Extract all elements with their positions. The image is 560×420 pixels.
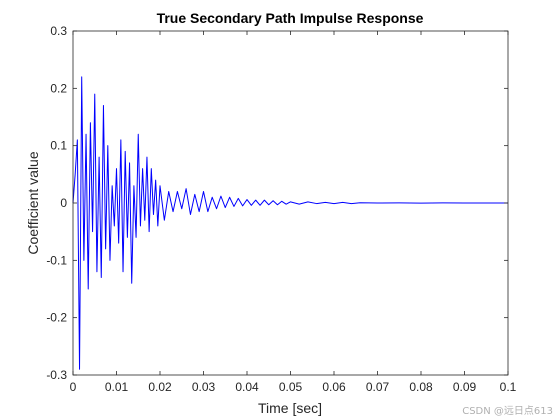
y-axis-label: Coefficient value	[25, 151, 41, 254]
y-tick-label: 0.1	[50, 139, 67, 153]
x-tick-label: 0.03	[192, 380, 216, 394]
y-tick-label: 0	[60, 196, 67, 210]
y-tick-label: -0.2	[46, 311, 67, 325]
x-axis-label: Time [sec]	[258, 400, 322, 416]
series-layer	[72, 76, 508, 370]
x-tick-label: 0.08	[409, 380, 433, 394]
x-axis-ticks: 0 0.01 0.02 0.03 0.04 0.05 0.06 0.07 0.08 0.09 0.1	[70, 31, 517, 394]
x-tick-label: 0.04	[235, 380, 259, 394]
x-tick-label: 0.1	[500, 380, 517, 394]
x-tick-label: 0.07	[366, 380, 390, 394]
x-tick-label: 0.02	[148, 380, 172, 394]
x-tick-label: 0.01	[105, 380, 129, 394]
x-tick-label: 0	[70, 380, 77, 394]
y-tick-label: -0.3	[46, 368, 67, 382]
chart-title: True Secondary Path Impulse Response	[157, 10, 424, 26]
y-tick-label: -0.1	[46, 253, 67, 267]
x-tick-label: 0.05	[279, 380, 303, 394]
x-tick-label: 0.06	[322, 380, 346, 394]
y-tick-label: 0.3	[50, 24, 67, 38]
y-axis-ticks: -0.3 -0.2 -0.1 0 0.1 0.2 0.3	[46, 24, 508, 382]
y-tick-label: 0.2	[50, 81, 67, 95]
x-tick-label: 0.09	[453, 380, 477, 394]
watermark: CSDN @远日点613	[462, 405, 553, 417]
series-line-0	[72, 76, 508, 370]
